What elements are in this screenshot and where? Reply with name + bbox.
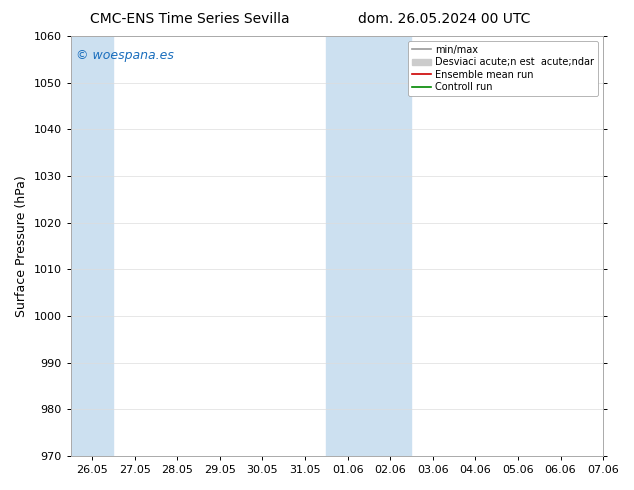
Bar bbox=[71, 36, 113, 456]
Y-axis label: Surface Pressure (hPa): Surface Pressure (hPa) bbox=[15, 175, 28, 317]
Text: © woespana.es: © woespana.es bbox=[76, 49, 174, 62]
Text: dom. 26.05.2024 00 UTC: dom. 26.05.2024 00 UTC bbox=[358, 12, 530, 26]
Bar bbox=[327, 36, 411, 456]
Legend: min/max, Desviaci acute;n est  acute;ndar, Ensemble mean run, Controll run: min/max, Desviaci acute;n est acute;ndar… bbox=[408, 41, 598, 96]
Text: CMC-ENS Time Series Sevilla: CMC-ENS Time Series Sevilla bbox=[91, 12, 290, 26]
